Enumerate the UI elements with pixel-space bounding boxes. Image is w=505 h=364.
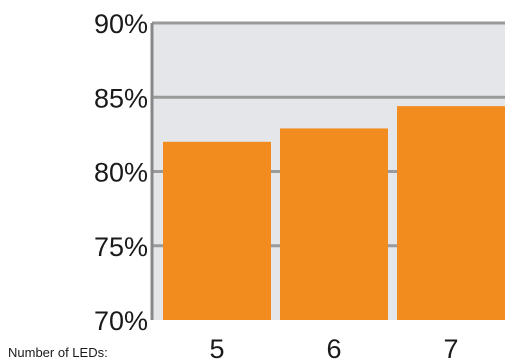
y-tick-label: 70% <box>94 306 148 336</box>
x-tick-label: 6 <box>326 334 341 364</box>
bar-5 <box>163 141 271 320</box>
bar-6 <box>280 128 388 320</box>
x-tick-labels: 5 6 7 <box>209 334 458 364</box>
x-tick-label: 5 <box>209 334 224 364</box>
y-tick-label: 75% <box>94 232 148 262</box>
bar-7 <box>397 106 505 320</box>
x-tick-label: 7 <box>443 334 458 364</box>
y-tick-labels: 70% 75% 80% 85% 90% <box>94 9 148 336</box>
y-tick-label: 85% <box>94 83 148 113</box>
x-axis-label: Number of LEDs: <box>8 345 108 360</box>
y-tick-label: 90% <box>94 9 148 39</box>
y-tick-label: 80% <box>94 158 148 188</box>
bars <box>163 106 505 320</box>
